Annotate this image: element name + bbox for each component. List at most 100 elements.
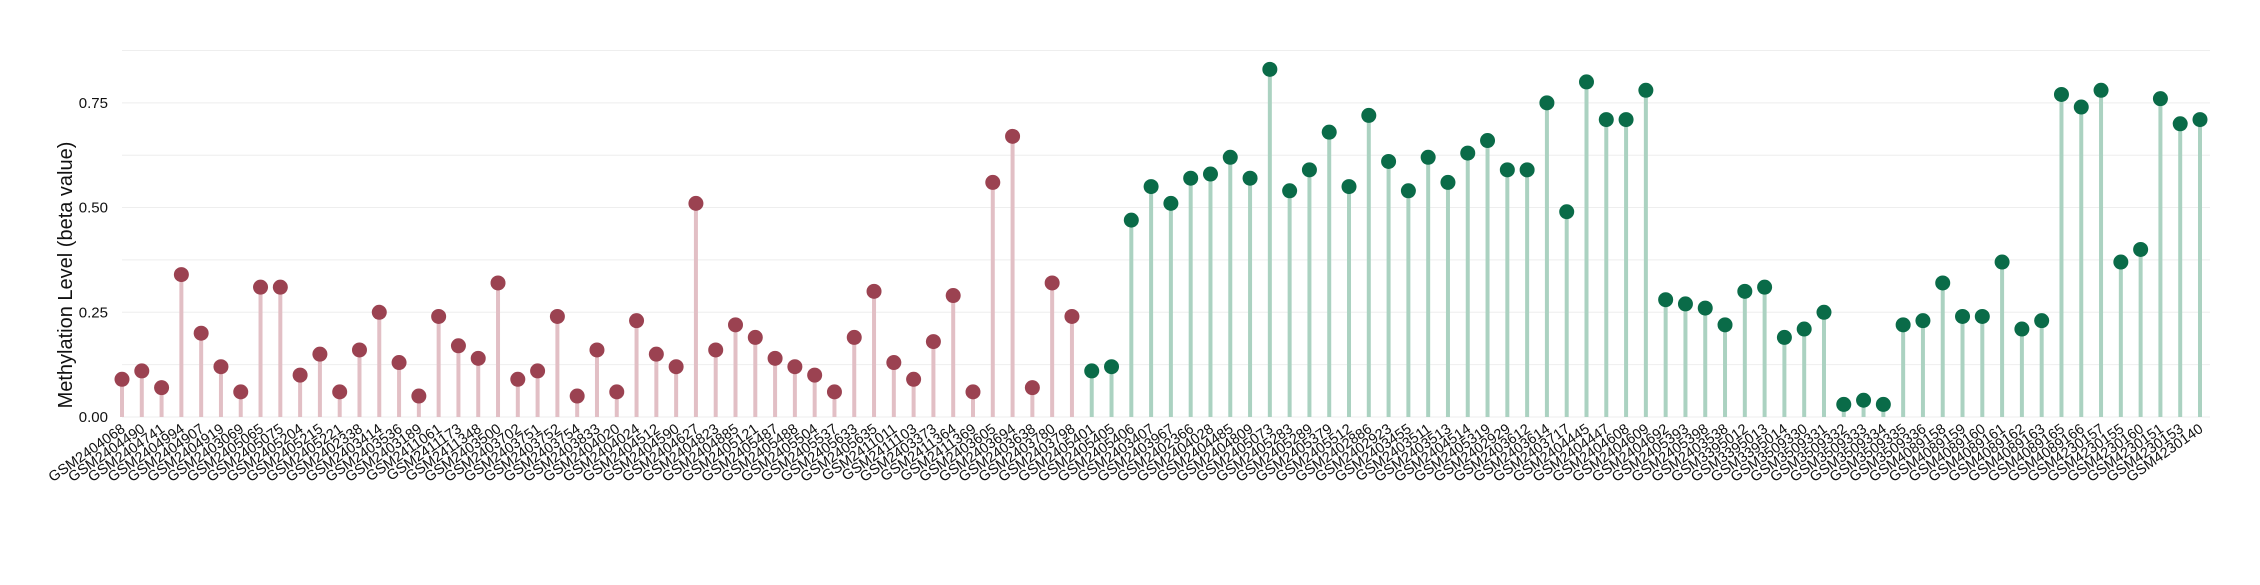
x-axis: GSM2404068GSM2404490GSM2404741GSM2404994… — [46, 421, 2206, 485]
lollipop-point — [1737, 283, 1753, 299]
lollipop-point — [2133, 241, 2149, 257]
lollipop-point — [411, 388, 427, 404]
y-axis: 0.00 0.25 0.50 0.75 — [79, 95, 108, 426]
lollipop-point — [1578, 74, 1594, 90]
lollipop-point — [173, 267, 189, 283]
lollipop-point — [1183, 170, 1199, 186]
lollipop-point — [2053, 86, 2069, 102]
lollipop-point — [1994, 254, 2010, 270]
lollipop-point — [708, 342, 724, 358]
lollipop-point — [1856, 392, 1872, 408]
lollipop-point — [1163, 195, 1179, 211]
lollipop-point — [1044, 275, 1060, 291]
lollipop-point — [213, 359, 229, 375]
lollipop-point — [1836, 396, 1852, 412]
lollipop-point — [1618, 112, 1634, 128]
lollipop-point — [312, 346, 328, 362]
lollipop-point — [906, 371, 922, 387]
lollipop-point — [1598, 112, 1614, 128]
lollipop-point — [332, 384, 348, 400]
lollipop-point — [1341, 179, 1357, 195]
lollipop-point — [1955, 308, 1971, 324]
lollipop-point — [1796, 321, 1812, 337]
lollipop-point — [272, 279, 288, 295]
y-tick-label: 0.50 — [79, 200, 108, 217]
lollipop-point — [1776, 329, 1792, 345]
lollipop-point — [2172, 116, 2188, 132]
lollipop-point — [589, 342, 605, 358]
lollipop-point — [470, 350, 486, 366]
lollipop-point — [1895, 317, 1911, 333]
y-tick-label: 0.25 — [79, 304, 108, 321]
lollipop-point — [1321, 124, 1337, 140]
lollipop-point — [253, 279, 269, 295]
lollipop-point — [826, 384, 842, 400]
lollipop-point — [1974, 308, 1990, 324]
lollipop-point — [728, 317, 744, 333]
lollipop-point — [886, 355, 902, 371]
lollipop-point — [2192, 112, 2208, 128]
lollipop-point — [985, 174, 1001, 190]
lollipop-point — [1697, 300, 1713, 316]
lollipop-point — [1935, 275, 1951, 291]
lollipop-point — [134, 363, 150, 379]
lollipop-point — [351, 342, 367, 358]
lollipop-point — [1717, 317, 1733, 333]
lollipop-point — [668, 359, 684, 375]
lollipop-point — [2034, 313, 2050, 329]
lollipop-point — [1123, 212, 1139, 228]
lollipop-point — [292, 367, 308, 383]
lollipop-point — [1301, 162, 1317, 178]
lollipop-point — [1361, 107, 1377, 123]
lollipop-point — [114, 371, 130, 387]
y-tick-label: 0.00 — [79, 409, 108, 426]
lollipop-point — [1024, 380, 1040, 396]
y-tick-label: 0.75 — [79, 95, 108, 112]
lollipop-point — [1400, 183, 1416, 199]
lollipop-point — [1005, 128, 1021, 144]
lollipop-point — [2093, 82, 2109, 98]
lollipop-point — [846, 329, 862, 345]
lollipop-point — [1638, 82, 1654, 98]
lollipop-point — [945, 288, 961, 304]
lollipop-point — [431, 308, 447, 324]
lollipop-point — [193, 325, 209, 341]
lollipop-point — [2014, 321, 2030, 337]
lollipop-point — [609, 384, 625, 400]
lollipop-point — [1559, 204, 1575, 220]
lollipop-point — [1282, 183, 1298, 199]
lollipop-point — [1658, 292, 1674, 308]
lollipop-point — [1381, 153, 1397, 169]
lollipop-point — [1499, 162, 1515, 178]
dot-layer — [114, 61, 2208, 412]
lollipop-point — [2073, 99, 2089, 115]
grid-layer — [122, 49, 2210, 418]
lollipop-point — [371, 304, 387, 320]
lollipop-point — [1202, 166, 1218, 182]
lollipop-point — [450, 338, 466, 354]
lollipop-point — [569, 388, 585, 404]
stem-layer — [120, 69, 2202, 417]
lollipop-point — [1519, 162, 1535, 178]
lollipop-point — [1460, 145, 1476, 161]
lollipop-point — [1440, 174, 1456, 190]
lollipop-point — [807, 367, 823, 383]
lollipop-point — [1143, 179, 1159, 195]
lollipop-point — [1262, 61, 1278, 77]
lollipop-point — [2152, 91, 2168, 107]
lollipop-point — [2113, 254, 2129, 270]
lollipop-point — [1242, 170, 1258, 186]
lollipop-point — [1875, 396, 1891, 412]
lollipop-point — [925, 334, 941, 350]
lollipop-point — [688, 195, 704, 211]
lollipop-point — [1915, 313, 1931, 329]
lollipop-point — [1222, 149, 1238, 165]
lollipop-point — [767, 350, 783, 366]
lollipop-point — [965, 384, 981, 400]
lollipop-point — [1480, 133, 1496, 149]
lollipop-point — [154, 380, 170, 396]
lollipop-point — [1539, 95, 1555, 111]
lollipop-point — [1420, 149, 1436, 165]
lollipop-point — [1084, 363, 1100, 379]
